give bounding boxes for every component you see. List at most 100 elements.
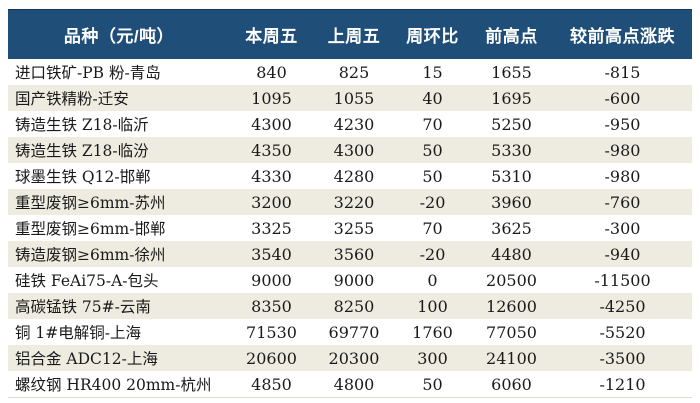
column-header: 本周五 (245, 27, 298, 46)
table-cell: 9000 (333, 270, 375, 290)
row-label: 铸造生铁 Z18-临沂 (15, 116, 149, 134)
table-cell: 4280 (333, 166, 375, 186)
table-cell: 300 (417, 348, 448, 368)
table-cell: 4300 (251, 114, 292, 134)
row-label: 铝合金 ADC12-上海 (15, 350, 158, 368)
row-label: 硅铁 FeAi75-A-包头 (15, 272, 159, 290)
table-cell: -600 (604, 88, 641, 108)
table-row: 重型废钢≥6mm-邯郸 3325 3255 70 3625 -300 (8, 215, 692, 241)
table-cell: 4800 (333, 374, 375, 394)
table-cell: 20600 (246, 348, 297, 368)
table-row: 铸造废钢≥6mm-徐州 3540 3560 -20 4480 -940 (8, 241, 692, 267)
column-header: 周环比 (406, 27, 459, 46)
table-header-row: 品种（元/吨） 本周五 上周五 周环比 前高点 较前高点涨跌 (8, 9, 692, 59)
table-cell: 12600 (486, 296, 537, 316)
row-label: 铸造生铁 Z18-临汾 (15, 142, 149, 160)
row-label: 重型废钢≥6mm-邯郸 (15, 220, 166, 238)
row-label: 国产铁精粉-迁安 (15, 90, 129, 108)
table-cell: 50 (422, 166, 443, 186)
table-cell: 1655 (491, 62, 532, 82)
table-row: 重型废钢≥6mm-苏州 3200 3220 -20 3960 -760 (8, 189, 692, 215)
table-cell: -1210 (599, 374, 646, 394)
table-cell: 3540 (251, 244, 292, 264)
table-body: 进口铁矿-PB 粉-青岛 840 825 15 1655 -815 国产铁精粉-迁安 1095… (8, 59, 692, 397)
row-label: 铜 1#电解铜-上海 (15, 324, 142, 342)
table-cell: 24100 (486, 348, 537, 368)
table-row: 硅铁 FeAi75-A-包头 9000 9000 0 20500 -11500 (8, 267, 692, 293)
row-label: 重型废钢≥6mm-苏州 (15, 194, 166, 212)
row-label: 球墨生铁 Q12-邯郸 (15, 168, 151, 186)
column-header: 上周五 (327, 27, 381, 46)
table-cell: 3560 (333, 244, 375, 264)
table-cell: 5310 (491, 166, 532, 186)
column-header: 品种（元/吨） (63, 27, 175, 46)
table-cell: -300 (604, 218, 641, 238)
table-cell: -20 (419, 192, 446, 212)
column-header: 较前高点涨跌 (570, 27, 675, 46)
table-cell: 3325 (251, 218, 292, 238)
table-cell: 1095 (251, 88, 292, 108)
row-label: 铸造废钢≥6mm-徐州 (15, 246, 166, 264)
table-cell: 9000 (251, 270, 292, 290)
table-cell: 20500 (486, 270, 537, 290)
row-label: 进口铁矿-PB 粉-青岛 (15, 64, 161, 82)
table-cell: 15 (422, 62, 443, 82)
table-cell: -815 (604, 62, 641, 82)
table-cell: 71530 (246, 322, 297, 342)
table-cell: 77050 (486, 322, 537, 342)
table-cell: 70 (422, 218, 443, 238)
table-cell: 50 (422, 374, 443, 394)
table-cell: 3255 (333, 218, 375, 238)
table-row: 高碳锰铁 75#-云南 8350 8250 100 12600 -4250 (8, 293, 692, 319)
table-cell: 4850 (251, 374, 292, 394)
table-cell: 1055 (333, 88, 375, 108)
table-cell: 0 (427, 270, 438, 290)
table-cell: 4330 (251, 166, 292, 186)
table-cell: -11500 (594, 270, 651, 290)
table-row: 铝合金 ADC12-上海 20600 20300 300 24100 -3500 (8, 345, 692, 371)
table-row: 铸造生铁 Z18-临沂 4300 4230 70 5250 -950 (8, 111, 692, 137)
table-cell: 50 (422, 140, 443, 160)
table-row: 螺纹钢 HR400 20mm-杭州 4850 4800 50 6060 -1210 (8, 371, 692, 397)
table-cell: 4350 (251, 140, 292, 160)
table-cell: 8350 (251, 296, 292, 316)
table-cell: 5250 (491, 114, 532, 134)
table-cell: 8250 (333, 296, 375, 316)
table-row: 球墨生铁 Q12-邯郸 4330 4280 50 5310 -980 (8, 163, 692, 189)
table-cell: 6060 (491, 374, 532, 394)
table-cell: -760 (604, 192, 641, 212)
table-cell: 3200 (251, 192, 292, 212)
table-cell: 1695 (491, 88, 532, 108)
table-cell: 4300 (333, 140, 375, 160)
table-cell: -3500 (599, 348, 646, 368)
table-cell: 69770 (328, 322, 380, 342)
row-label: 螺纹钢 HR400 20mm-杭州 (15, 376, 212, 394)
table-cell: 3960 (491, 192, 532, 212)
column-header: 前高点 (485, 27, 538, 46)
table-cell: -20 (419, 244, 446, 264)
table-cell: 1760 (412, 322, 453, 342)
table-cell: 825 (338, 62, 370, 82)
price-table: 品种（元/吨） 本周五 上周五 周环比 前高点 较前高点涨跌 进口铁矿-PB 粉-青岛 84… (8, 9, 692, 398)
table-cell: 3625 (491, 218, 532, 238)
table-row: 进口铁矿-PB 粉-青岛 840 825 15 1655 -815 (8, 59, 692, 85)
table-row: 国产铁精粉-迁安 1095 1055 40 1695 -600 (8, 85, 692, 111)
table-cell: 4230 (333, 114, 375, 134)
table-cell: 4480 (491, 244, 532, 264)
table-row: 铸造生铁 Z18-临汾 4350 4300 50 5330 -980 (8, 137, 692, 163)
table-cell: 5330 (491, 140, 532, 160)
table-cell: 70 (422, 114, 443, 134)
table-cell: 100 (417, 296, 448, 316)
table-cell: 40 (422, 88, 443, 108)
table-cell: 20300 (328, 348, 380, 368)
table-cell: 840 (256, 62, 287, 82)
table-cell: -5520 (599, 322, 646, 342)
table-cell: -950 (604, 114, 641, 134)
table-cell: -980 (604, 166, 641, 186)
table-cell: 3220 (333, 192, 375, 212)
table-cell: -940 (604, 244, 641, 264)
table-cell: -4250 (599, 296, 646, 316)
table-cell: -980 (604, 140, 641, 160)
table-row: 铜 1#电解铜-上海 71530 69770 1760 77050 -5520 (8, 319, 692, 345)
row-label: 高碳锰铁 75#-云南 (15, 298, 151, 316)
